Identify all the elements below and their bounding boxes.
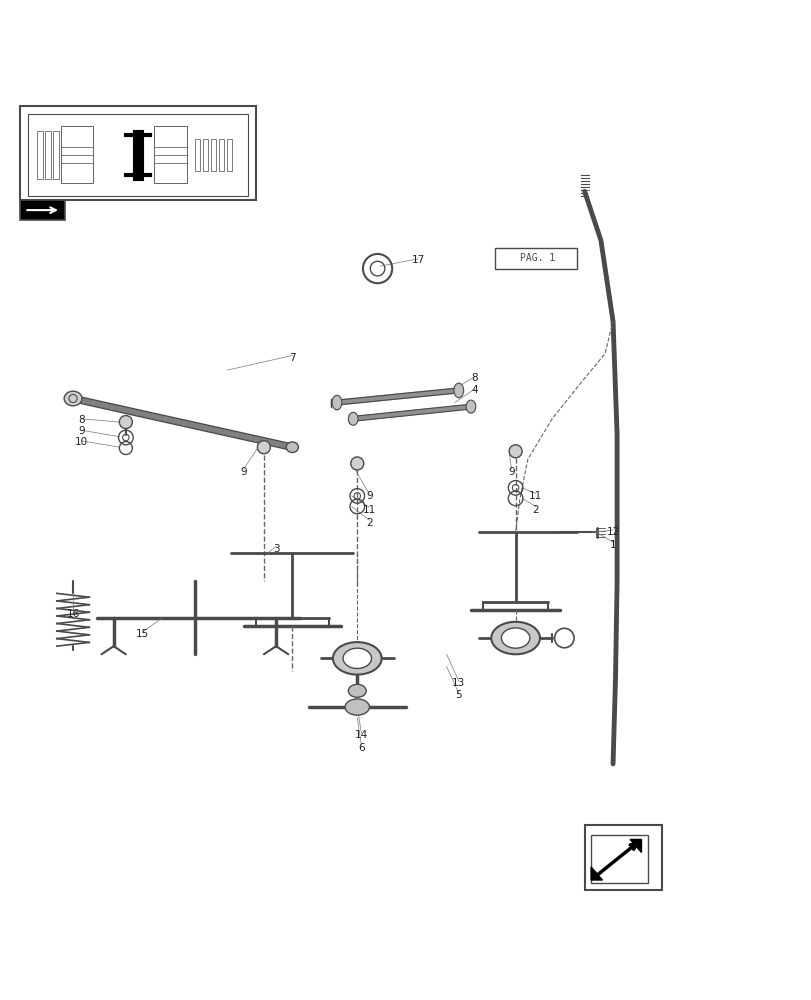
Ellipse shape: [64, 391, 82, 406]
Bar: [20, 200, 65, 220]
Text: 4: 4: [471, 385, 478, 395]
Bar: [36, 131, 43, 179]
Text: 9: 9: [78, 426, 84, 436]
Bar: [227, 139, 232, 171]
Ellipse shape: [466, 400, 475, 413]
Text: 15: 15: [135, 629, 148, 639]
Bar: [45, 131, 51, 179]
Text: 9: 9: [240, 467, 247, 477]
Bar: [154, 126, 187, 183]
Text: 12: 12: [606, 527, 619, 537]
Bar: [584, 825, 661, 890]
Circle shape: [508, 445, 521, 458]
Bar: [203, 139, 208, 171]
Text: 17: 17: [411, 255, 424, 265]
Text: 11: 11: [529, 491, 542, 501]
Text: 8: 8: [471, 373, 478, 383]
Bar: [195, 139, 200, 171]
Ellipse shape: [332, 395, 341, 410]
Bar: [53, 131, 59, 179]
Text: 6: 6: [358, 743, 364, 753]
Ellipse shape: [348, 684, 366, 697]
Bar: [61, 126, 93, 183]
Ellipse shape: [285, 442, 298, 452]
Text: 14: 14: [354, 730, 367, 740]
Text: 7: 7: [289, 353, 295, 363]
Bar: [219, 139, 224, 171]
Text: 16: 16: [67, 609, 79, 619]
Ellipse shape: [501, 628, 530, 648]
Bar: [590, 835, 647, 883]
Text: PAG. 1: PAG. 1: [519, 253, 555, 263]
Text: 13: 13: [452, 678, 465, 688]
Circle shape: [257, 441, 270, 454]
Text: 11: 11: [363, 505, 375, 515]
Text: 3: 3: [272, 544, 279, 554]
Bar: [28, 114, 247, 196]
Circle shape: [119, 416, 132, 429]
Polygon shape: [590, 867, 602, 880]
Text: 2: 2: [366, 518, 372, 528]
Text: 9: 9: [508, 467, 514, 477]
Ellipse shape: [453, 383, 463, 398]
Ellipse shape: [333, 642, 381, 675]
Text: 1: 1: [609, 540, 616, 550]
Ellipse shape: [345, 699, 369, 715]
Bar: [495, 248, 576, 269]
Circle shape: [350, 457, 363, 470]
Text: 10: 10: [75, 437, 88, 447]
Bar: [211, 139, 216, 171]
Text: 2: 2: [532, 505, 539, 515]
Text: 5: 5: [455, 690, 461, 700]
Ellipse shape: [348, 412, 358, 425]
Text: 8: 8: [78, 415, 84, 425]
Bar: [20, 106, 255, 200]
Polygon shape: [629, 839, 641, 852]
Ellipse shape: [491, 622, 539, 654]
Text: 9: 9: [366, 491, 372, 501]
Ellipse shape: [342, 648, 371, 668]
